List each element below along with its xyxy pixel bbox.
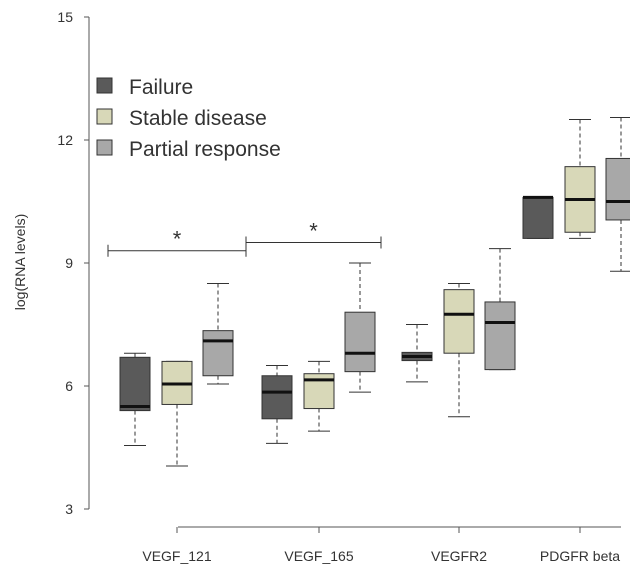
box-stable-disease-1 xyxy=(303,360,335,432)
significance-annotations: * * xyxy=(107,219,382,257)
box-failure-0 xyxy=(119,352,151,446)
y-axis-label: log(RNA levels) xyxy=(12,214,28,310)
x-tick-label: VEGF_121 xyxy=(142,548,211,564)
box-partial-response-1 xyxy=(344,262,376,393)
x-tick-label: PDGFR beta xyxy=(540,548,620,564)
box-stable-disease-2 xyxy=(443,283,475,418)
box-groups xyxy=(119,116,630,467)
legend: Failure Stable disease Partial response xyxy=(96,76,281,161)
box-body xyxy=(605,157,630,221)
box-partial-response-2 xyxy=(484,248,516,371)
box-stable-disease-0 xyxy=(161,360,193,467)
legend-entry: Partial response xyxy=(96,138,281,161)
box-failure-2 xyxy=(401,324,433,383)
box-body xyxy=(522,196,554,239)
legend-swatch xyxy=(96,77,113,94)
legend-entry: Stable disease xyxy=(96,107,267,130)
box-body xyxy=(344,311,376,373)
y-tick-label: 9 xyxy=(65,255,73,271)
box-failure-3 xyxy=(522,195,554,239)
x-axis: VEGF_121 VEGF_165 VEGFR2 PDGFR beta xyxy=(142,526,621,564)
box-body xyxy=(202,330,234,377)
y-tick-label: 12 xyxy=(57,132,73,148)
significance-bracket: * xyxy=(107,227,247,257)
legend-label: Failure xyxy=(129,76,193,99)
legend-swatch xyxy=(96,108,113,125)
box-failure-1 xyxy=(261,365,293,444)
box-body xyxy=(484,301,516,371)
legend-swatch xyxy=(96,139,113,156)
box-body xyxy=(443,289,475,354)
y-tick-label: 6 xyxy=(65,378,73,394)
significance-star: * xyxy=(309,219,318,244)
legend-entry: Failure xyxy=(96,76,193,99)
box-body xyxy=(261,375,293,420)
legend-label: Stable disease xyxy=(129,107,267,130)
x-tick-label: VEGFR2 xyxy=(431,548,487,564)
y-tick-label: 3 xyxy=(65,501,73,517)
x-tick-label: VEGF_165 xyxy=(284,548,353,564)
box-partial-response-3 xyxy=(605,116,630,272)
significance-star: * xyxy=(173,227,182,252)
box-stable-disease-3 xyxy=(564,119,596,239)
legend-label: Partial response xyxy=(129,138,281,161)
y-tick-label: 15 xyxy=(57,9,73,25)
box-partial-response-0 xyxy=(202,283,234,385)
y-axis: 3 6 9 12 15 log(RNA levels) xyxy=(12,9,90,517)
box-body xyxy=(119,356,151,412)
significance-bracket: * xyxy=(245,219,382,249)
